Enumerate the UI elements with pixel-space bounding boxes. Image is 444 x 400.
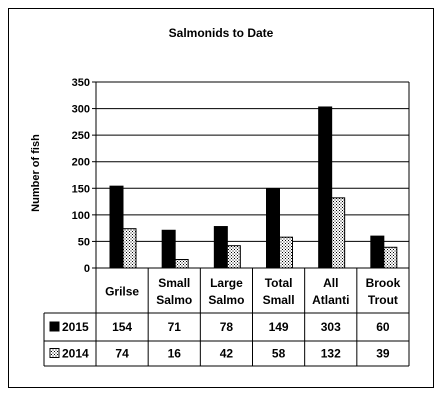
bar-2014-0	[122, 228, 137, 269]
chart-frame	[8, 8, 434, 388]
category-label: Large	[210, 276, 243, 290]
data-label: 303	[321, 320, 341, 334]
bar-2015-0	[109, 185, 124, 269]
bar-2014-2	[226, 245, 241, 269]
y-tick-label: 100	[72, 210, 90, 222]
data-label: 74	[115, 347, 129, 361]
category-label: Brook	[366, 276, 401, 290]
bar-2014-1	[174, 258, 189, 269]
bars	[109, 106, 398, 269]
bar-2015-1	[161, 229, 176, 269]
legend-label: 2014	[62, 347, 89, 361]
data-label: 16	[168, 347, 182, 361]
category-label: All	[323, 276, 338, 290]
bar-2015-3	[266, 188, 280, 269]
legend-swatch-2015	[49, 321, 60, 332]
y-axis-label: Number of fish	[30, 134, 42, 212]
category-label: Small	[263, 293, 295, 307]
data-label: 149	[269, 320, 289, 334]
data-label: 132	[321, 347, 341, 361]
bar-2014-3	[279, 236, 293, 269]
gridlines	[92, 81, 410, 269]
chart-title: Salmonids to Date	[169, 26, 274, 40]
data-label: 42	[220, 347, 234, 361]
category-label: Atlanti	[312, 293, 349, 307]
bar-2014-5	[383, 246, 398, 269]
category-label: Grilse	[105, 285, 139, 299]
bar-2015-4	[318, 106, 333, 269]
y-tick-label: 300	[72, 104, 90, 116]
bar-2015-2	[213, 226, 228, 269]
legend-label: 2015	[62, 320, 89, 334]
y-tick-labels: 0 50 100 150 200 250 300 350	[72, 77, 90, 275]
data-table: Grilse Small Salmo Large Salmo Total Small All A…	[43, 267, 410, 367]
category-label: Small	[158, 276, 190, 290]
data-label: 71	[168, 320, 182, 334]
data-label: 154	[112, 320, 132, 334]
y-tick-label: 50	[78, 236, 90, 248]
data-label: 58	[272, 347, 286, 361]
y-tick-label: 0	[84, 263, 90, 275]
category-label: Total	[265, 276, 293, 290]
legend-swatch-2014	[49, 348, 60, 358]
category-label: Trout	[368, 293, 398, 307]
y-tick-label: 150	[72, 183, 90, 195]
y-tick-label: 250	[72, 130, 90, 142]
y-tick-label: 200	[72, 157, 90, 169]
data-label: 39	[376, 347, 390, 361]
category-label: Salmo	[156, 293, 192, 307]
bar-2014-4	[331, 197, 346, 269]
data-label: 78	[220, 320, 234, 334]
bar-2015-5	[370, 235, 385, 269]
data-label: 60	[376, 320, 390, 334]
y-tick-label: 350	[72, 77, 90, 89]
category-label: Salmo	[208, 293, 244, 307]
